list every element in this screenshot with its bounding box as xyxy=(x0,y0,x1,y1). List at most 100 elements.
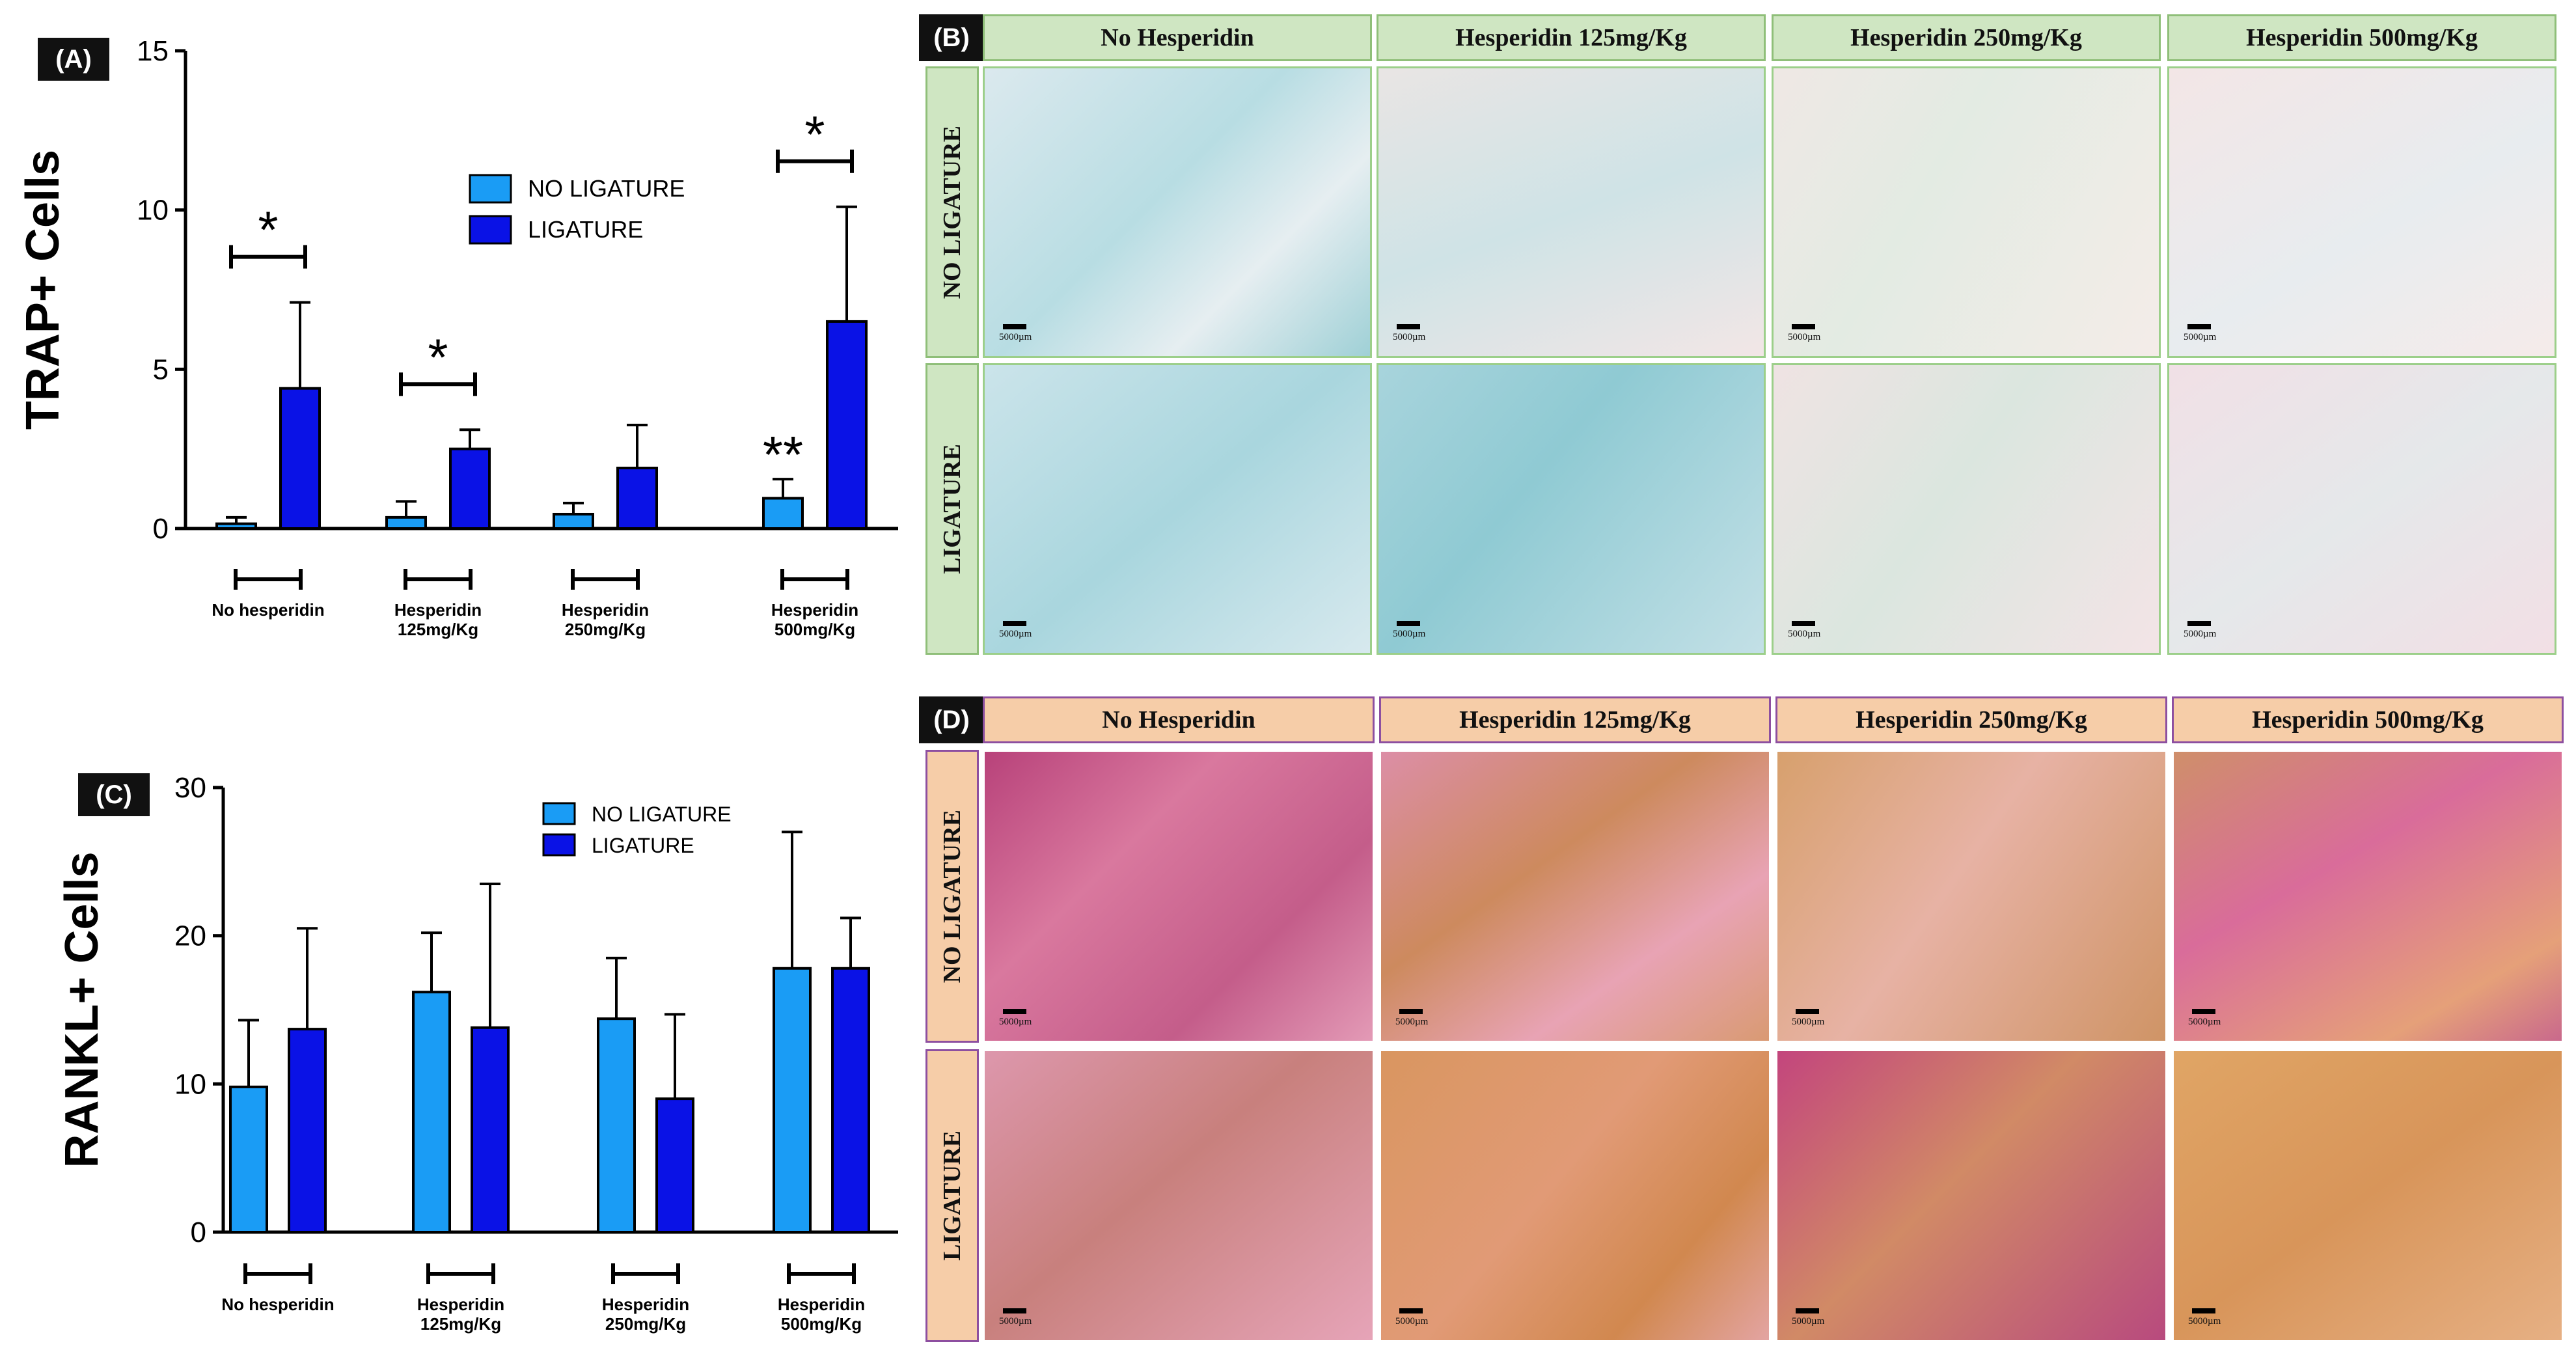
bar-no-ligature xyxy=(412,991,451,1233)
scale-bar-label: 5000µm xyxy=(999,332,1032,342)
legend-label: NO LIGATURE xyxy=(528,175,685,202)
significance-star: * xyxy=(804,105,825,163)
category-label: Hesperidin 125mg/Kg xyxy=(417,1295,504,1334)
scale-bar-label: 5000µm xyxy=(1393,629,1426,639)
y-axis-label: RANKL+ Cells xyxy=(56,851,108,1168)
category-label: Hesperidin 125mg/Kg xyxy=(394,600,482,639)
y-tick-label: 0 xyxy=(153,513,169,545)
legend-label: LIGATURE xyxy=(528,216,643,243)
scale-bar: 5000µm xyxy=(999,324,1032,343)
significance-star: * xyxy=(428,328,448,386)
scale-bar-label: 5000µm xyxy=(999,1316,1032,1327)
scale-bar: 5000µm xyxy=(1788,621,1820,640)
scale-bar-label: 5000µm xyxy=(1393,332,1426,342)
column-header: Hesperidin 500mg/Kg xyxy=(2167,14,2556,61)
legend-swatch-no-ligature xyxy=(469,174,512,204)
significance-star: ** xyxy=(763,426,803,484)
row-label-text: LIGATURE xyxy=(939,444,966,574)
bar-ligature xyxy=(288,1028,327,1233)
row-label: LIGATURE xyxy=(925,1049,979,1342)
scale-bar: 5000µm xyxy=(1393,324,1425,343)
legend-label: LIGATURE xyxy=(592,834,694,857)
scale-bar: 5000µm xyxy=(2184,621,2216,640)
micrograph-image: 5000µm xyxy=(2167,66,2556,358)
bar-ligature xyxy=(826,320,868,530)
column-header: Hesperidin 500mg/Kg xyxy=(2172,696,2564,743)
y-tick-label: 10 xyxy=(174,1068,206,1100)
column-header: Hesperidin 125mg/Kg xyxy=(1379,696,1771,743)
scale-bar-label: 5000µm xyxy=(2184,629,2217,639)
bar-ligature xyxy=(449,447,491,530)
micrograph-image: 5000µm xyxy=(1775,750,2167,1043)
panel-c-tag: (C) xyxy=(78,773,150,816)
panel-b-tag: (B) xyxy=(919,14,984,61)
y-tick-label: 20 xyxy=(174,920,206,952)
scale-bar: 5000µm xyxy=(999,621,1032,640)
y-tick-label: 0 xyxy=(191,1217,206,1248)
micrograph-image: 5000µm xyxy=(2172,750,2564,1043)
scale-bar: 5000µm xyxy=(999,1308,1032,1327)
panel-a-tag: (A) xyxy=(38,38,109,81)
legend-swatch-no-ligature xyxy=(542,802,576,825)
bar-no-ligature xyxy=(597,1017,636,1233)
micrograph-image: 5000µm xyxy=(983,1049,1375,1342)
bar-no-ligature xyxy=(229,1085,268,1233)
scale-bar: 5000µm xyxy=(1395,1009,1428,1028)
scale-bar: 5000µm xyxy=(2188,1308,2221,1327)
micrograph-image: 5000µm xyxy=(2167,363,2556,655)
column-header: Hesperidin 250mg/Kg xyxy=(1775,696,2167,743)
micrograph-image: 5000µm xyxy=(983,66,1372,358)
significance-star: * xyxy=(258,201,278,259)
bar-ligature xyxy=(655,1097,694,1233)
micrograph-image: 5000µm xyxy=(1772,363,2161,655)
row-label: LIGATURE xyxy=(925,363,979,655)
scale-bar-label: 5000µm xyxy=(999,629,1032,639)
scale-bar-label: 5000µm xyxy=(1792,1316,1825,1327)
category-label: Hesperidin 500mg/Kg xyxy=(778,1295,865,1334)
legend-swatch-ligature xyxy=(469,215,512,245)
y-tick-label: 5 xyxy=(153,353,169,385)
micrograph-image: 5000µm xyxy=(1377,66,1766,358)
row-label: NO LIGATURE xyxy=(925,66,979,358)
scale-bar-label: 5000µm xyxy=(2184,332,2217,342)
scale-bar: 5000µm xyxy=(999,1009,1032,1028)
category-label: No hesperidin xyxy=(212,600,324,620)
category-label: Hesperidin 250mg/Kg xyxy=(562,600,649,639)
category-label: Hesperidin 250mg/Kg xyxy=(602,1295,689,1334)
bar-ligature xyxy=(831,967,870,1233)
legend-swatch-ligature xyxy=(542,833,576,857)
y-axis-label: TRAP+ Cells xyxy=(17,150,69,430)
column-header: Hesperidin 250mg/Kg xyxy=(1772,14,2161,61)
column-header: No Hesperidin xyxy=(983,696,1375,743)
scale-bar: 5000µm xyxy=(1393,621,1425,640)
bar-no-ligature xyxy=(215,522,257,530)
y-tick-label: 30 xyxy=(174,772,206,804)
scale-bar-label: 5000µm xyxy=(1395,1316,1429,1327)
row-label-text: NO LIGATURE xyxy=(939,809,966,983)
micrograph-image: 5000µm xyxy=(1377,363,1766,655)
bar-no-ligature xyxy=(762,497,804,530)
micrograph-image: 5000µm xyxy=(1775,1049,2167,1342)
scale-bar-label: 5000µm xyxy=(2188,1017,2221,1027)
scale-bar: 5000µm xyxy=(1792,1308,1824,1327)
scale-bar: 5000µm xyxy=(1792,1009,1824,1028)
scale-bar-label: 5000µm xyxy=(2188,1316,2221,1327)
bar-ligature xyxy=(471,1026,510,1233)
legend-label: NO LIGATURE xyxy=(592,803,732,826)
category-label: Hesperidin 500mg/Kg xyxy=(771,600,858,639)
row-label: NO LIGATURE xyxy=(925,750,979,1043)
category-label: No hesperidin xyxy=(221,1295,334,1314)
bar-ligature xyxy=(279,387,321,530)
scale-bar: 5000µm xyxy=(2188,1009,2221,1028)
y-tick-label: 15 xyxy=(137,35,169,67)
column-header: No Hesperidin xyxy=(983,14,1372,61)
scale-bar: 5000µm xyxy=(2184,324,2216,343)
micrograph-image: 5000µm xyxy=(1772,66,2161,358)
scale-bar: 5000µm xyxy=(1788,324,1820,343)
chart-c-rankl-cells: 0 10 20 30 RANKL+ Cells No hesperidin Hesperid… xyxy=(56,772,898,1334)
micrograph-image: 5000µm xyxy=(2172,1049,2564,1342)
bar-no-ligature xyxy=(773,967,812,1233)
micrograph-image: 5000µm xyxy=(983,750,1375,1043)
panel-d-tag: (D) xyxy=(919,696,984,743)
scale-bar: 5000µm xyxy=(1395,1308,1428,1327)
